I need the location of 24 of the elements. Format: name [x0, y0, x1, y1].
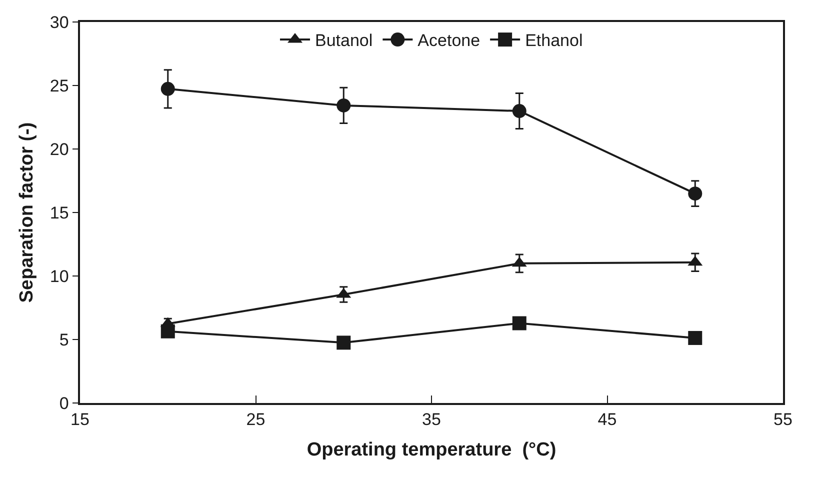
- y-tick-label: 25: [50, 76, 69, 96]
- y-tick-label: 0: [59, 394, 69, 413]
- x-tick-label: 45: [598, 410, 617, 430]
- point: [160, 82, 175, 96]
- legend-label: Butanol: [315, 31, 373, 50]
- y-tick-label: 30: [50, 12, 69, 32]
- x-axis-title: Operating temperature (°C): [306, 439, 556, 460]
- y-tick-label: 5: [59, 330, 69, 350]
- point: [512, 316, 526, 330]
- point: [688, 186, 702, 201]
- legend-label: Ethanol: [525, 31, 583, 50]
- y-tick-label: 15: [50, 203, 69, 222]
- legend-label: Acetone: [418, 31, 480, 50]
- point: [336, 336, 351, 350]
- y-axis-title: Separation factor (-): [16, 122, 38, 303]
- y-tick-label: 20: [50, 140, 69, 159]
- point: [336, 98, 351, 112]
- point: [512, 104, 526, 118]
- point: [160, 324, 175, 338]
- x-tick-label: 35: [422, 410, 441, 430]
- x-tick-label: 25: [246, 410, 266, 430]
- y-tick-label: 10: [50, 266, 69, 286]
- x-tick-label: 55: [774, 410, 792, 430]
- point: [688, 330, 702, 345]
